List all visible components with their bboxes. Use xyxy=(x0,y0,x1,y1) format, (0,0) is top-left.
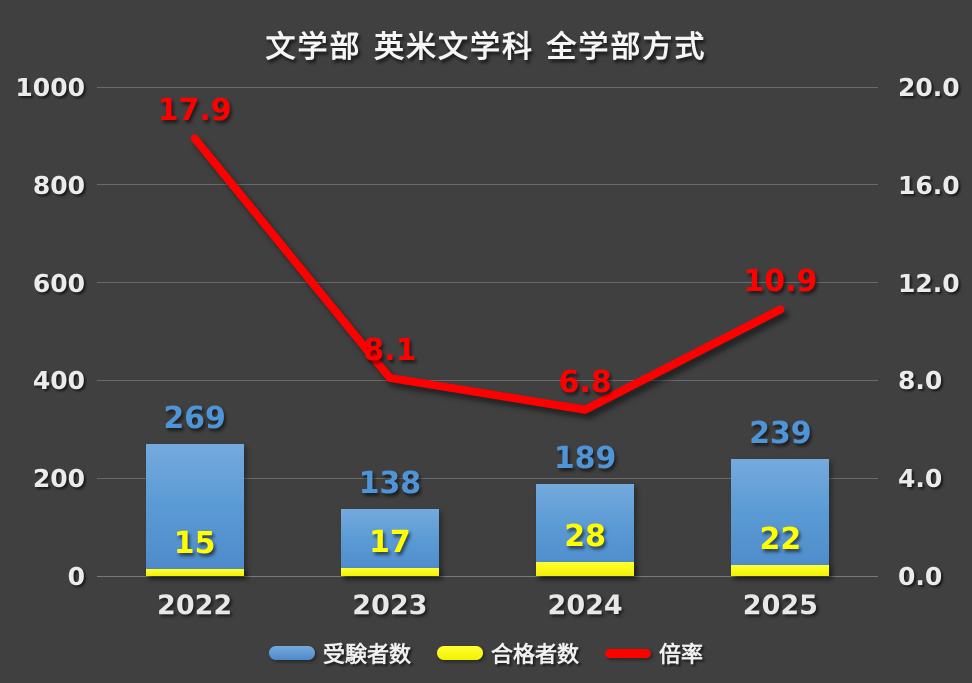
right-axis-tick-label: 16.0 xyxy=(898,170,960,200)
bar-applicants xyxy=(731,459,830,576)
right-axis-tick-label: 0.0 xyxy=(898,562,943,591)
x-axis-category-label: 2024 xyxy=(547,590,623,621)
right-axis-tick-label: 8.0 xyxy=(898,366,943,396)
legend-item-accepted: 合格者数 xyxy=(436,637,579,669)
bar-accepted xyxy=(145,568,244,576)
left-axis-tick-label: 0 xyxy=(67,562,85,591)
x-axis-category-label: 2023 xyxy=(352,590,428,621)
accepted-value-label: 22 xyxy=(759,522,802,558)
accepted-swatch-icon xyxy=(436,646,483,660)
bar-applicants xyxy=(536,483,635,576)
x-axis-category-label: 2025 xyxy=(742,590,818,621)
gridline xyxy=(97,575,878,577)
gridline xyxy=(97,184,878,186)
x-axis-category-label: 2022 xyxy=(157,590,233,621)
legend-item-applicants: 受験者数 xyxy=(268,637,411,669)
gridline xyxy=(97,477,878,479)
legend-item-ratio: 倍率 xyxy=(605,637,703,669)
gridline xyxy=(97,86,878,88)
bar-applicants xyxy=(145,444,244,576)
ratio-value-label: 6.8 xyxy=(558,364,612,400)
gridline xyxy=(97,282,878,284)
left-axis-tick-label: 800 xyxy=(32,170,85,200)
applicants-value-label: 189 xyxy=(553,440,617,476)
bar-applicants xyxy=(340,508,439,576)
applicants-value-label: 239 xyxy=(749,416,812,452)
right-axis-tick-label: 4.0 xyxy=(898,464,943,494)
left-axis-tick-label: 200 xyxy=(32,464,85,494)
chart-legend: 受験者数 合格者数 倍率 xyxy=(0,637,972,669)
left-axis-tick-label: 1000 xyxy=(15,73,85,102)
applicants-swatch-icon xyxy=(268,646,315,660)
gridline xyxy=(97,379,878,381)
ratio-value-label: 17.9 xyxy=(157,93,232,129)
accepted-value-label: 15 xyxy=(173,525,216,561)
left-axis-tick-label: 600 xyxy=(32,268,85,298)
accepted-value-label: 28 xyxy=(564,519,606,555)
bar-accepted xyxy=(731,565,830,576)
legend-label: 受験者数 xyxy=(322,643,411,668)
right-axis-tick-label: 12.0 xyxy=(898,268,960,298)
legend-label: 倍率 xyxy=(659,643,704,668)
chart-title: 文学部 英米文学科 全学部方式 xyxy=(265,30,707,65)
legend-label: 合格者数 xyxy=(490,643,579,668)
left-axis-tick-label: 400 xyxy=(32,366,85,396)
applicants-value-label: 269 xyxy=(163,401,226,437)
bar-accepted xyxy=(536,562,635,576)
applicants-value-label: 138 xyxy=(358,465,422,501)
ratio-value-label: 8.1 xyxy=(363,332,417,368)
ratio-value-label: 10.9 xyxy=(743,264,818,300)
accepted-value-label: 17 xyxy=(369,524,411,560)
right-axis-tick-label: 20.0 xyxy=(898,73,960,102)
ratio-line-swatch-icon xyxy=(605,648,651,658)
bar-accepted xyxy=(340,567,439,576)
